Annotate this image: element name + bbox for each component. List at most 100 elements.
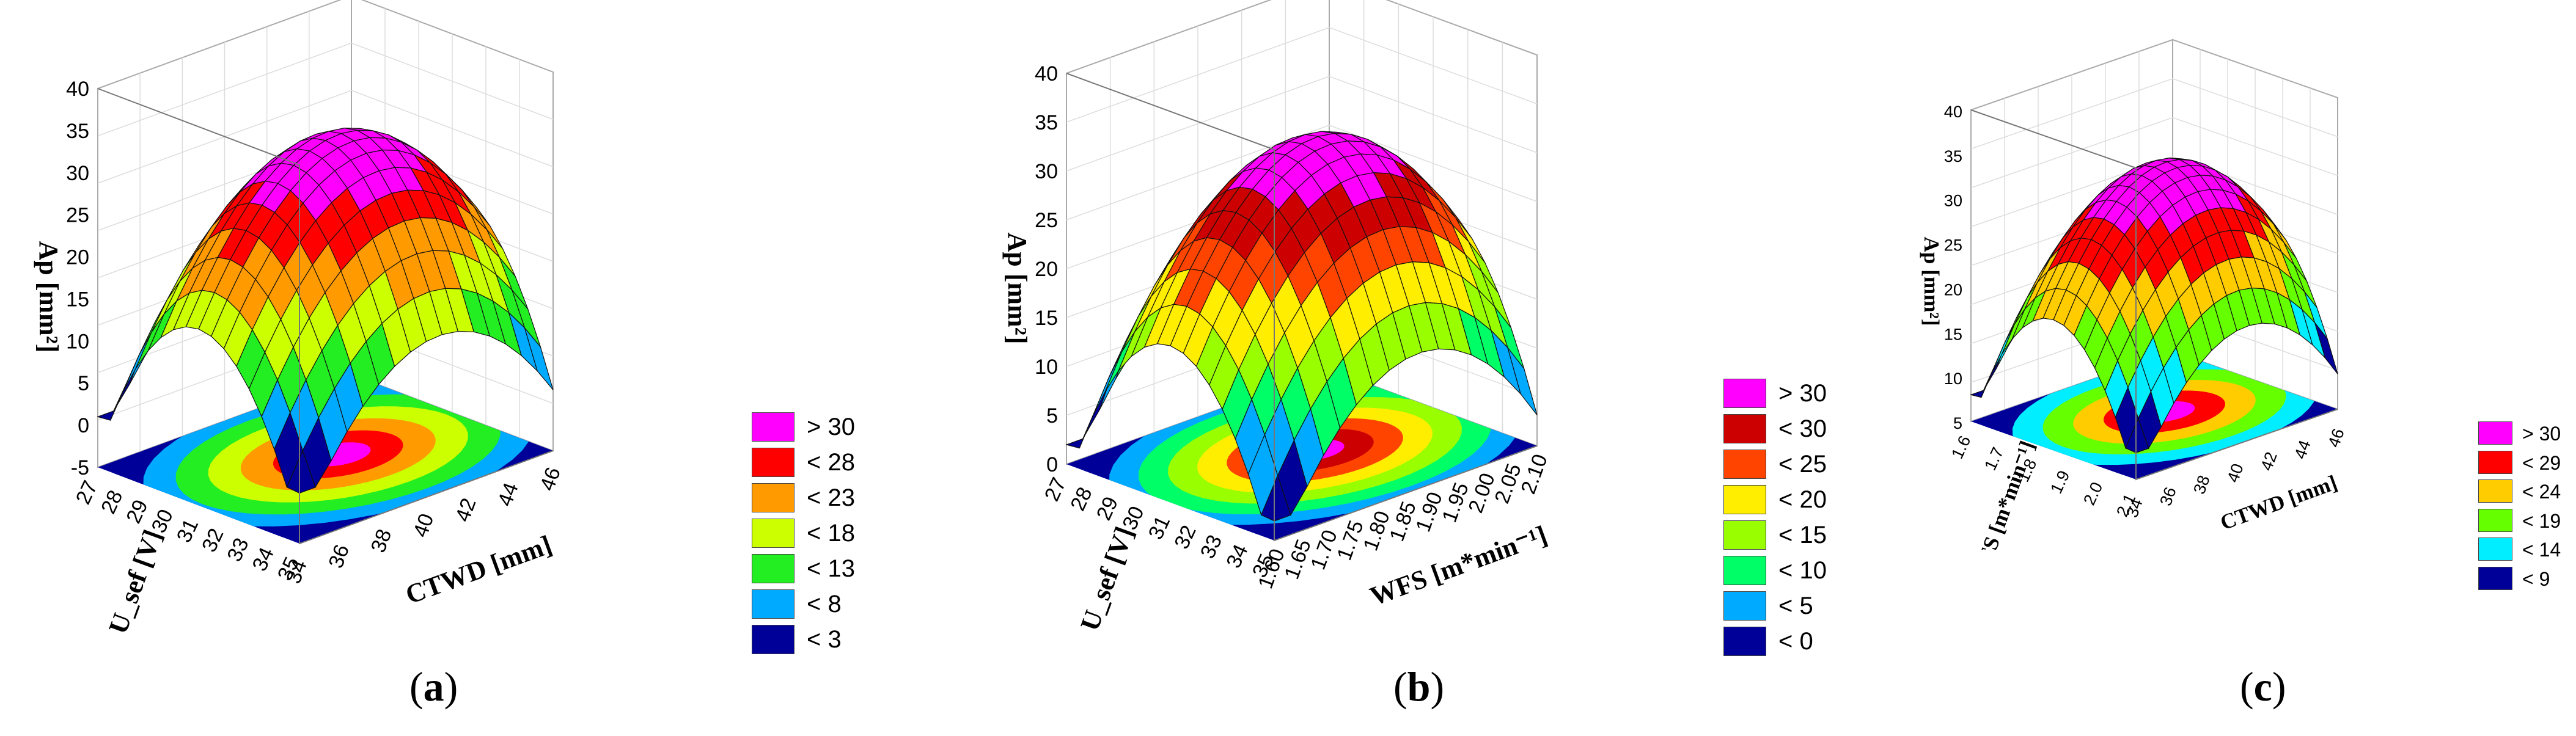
legend-label: > 30: [2522, 423, 2561, 445]
surface-cell: [2125, 417, 2149, 453]
legend-label: < 14: [2522, 539, 2561, 561]
surface-mesh: [1969, 158, 2338, 453]
z-tick-label: 40: [1035, 62, 1058, 86]
x-tick-label: 36: [2156, 484, 2179, 508]
z-axis-label: Ap [mm²]: [1920, 236, 1943, 326]
z-tick-label: 10: [1035, 355, 1058, 379]
z-axis-label: Ap [mm²]: [1002, 232, 1032, 344]
z-tick-label: 20: [66, 246, 89, 269]
z-tick-label: 30: [66, 162, 89, 185]
legend-label: < 8: [807, 591, 842, 618]
y-axis-label: U_sef [V]: [103, 526, 168, 638]
z-tick-label: 5: [78, 372, 89, 395]
legend-swatch: [2478, 566, 2512, 590]
x-tick-label: 2.10: [1516, 451, 1552, 497]
z-tick-label: -5: [71, 456, 89, 479]
box-edge: [1970, 109, 2338, 481]
legend-label: < 24: [2522, 481, 2561, 503]
y-tick-label: 34: [248, 544, 279, 575]
y-tick-label: 29: [122, 496, 152, 526]
legend-label: < 3: [807, 626, 842, 653]
z-tick-label: 10: [66, 330, 89, 353]
z-tick-label: 5: [1046, 404, 1058, 428]
z-tick-label: 25: [66, 204, 89, 227]
z-tick-label: 0: [78, 414, 89, 437]
y-axis-label: U_sef [V]: [1074, 523, 1140, 635]
legend-swatch: [2478, 537, 2512, 561]
legend-label: > 30: [1778, 380, 1827, 407]
box-edge: [1066, 73, 1538, 542]
caption-a: (a): [409, 663, 458, 710]
z-tick-label: 35: [1035, 111, 1058, 134]
z-tick-label: 5: [1953, 414, 1962, 432]
caption-b: (b): [1393, 663, 1445, 710]
z-tick-label: 25: [1035, 209, 1058, 232]
legend-swatch: [1723, 485, 1766, 514]
surface-plot-a: 4035302520151050-53436384042444627282930…: [34, 0, 565, 638]
legend-swatch: [752, 554, 794, 583]
z-tick-label: 30: [1944, 191, 1962, 210]
legend-swatch: [1723, 591, 1766, 621]
z-tick-label: 35: [1944, 147, 1962, 166]
y-tick-label: 2.0: [2079, 479, 2106, 508]
z-tick-label: 40: [66, 78, 89, 101]
z-tick-label: 25: [1944, 236, 1962, 255]
y-tick-label: 32: [197, 525, 228, 555]
x-tick-label: 36: [325, 542, 354, 572]
caption-c: (c): [2240, 663, 2286, 710]
z-tick-label: 0: [1046, 453, 1058, 476]
legend-swatch: [1723, 520, 1766, 550]
box-edge: [97, 88, 554, 545]
z-tick-label: 10: [1944, 369, 1962, 388]
legend-swatch: [2478, 450, 2512, 474]
y-tick-label: 1.7: [1980, 444, 2007, 473]
legend-swatch: [1723, 414, 1766, 443]
legend-swatch: [2478, 421, 2512, 445]
chart-panel-b: 40 35 30 25 20 15 10 5 0 1.60 1.65 1.70 1.75 1.80 1.85…: [966, 0, 1882, 736]
y-tick-label: 28: [97, 487, 127, 517]
legend-label: < 0: [1778, 628, 1813, 655]
legend-swatch: [1723, 627, 1766, 656]
legend-label: < 15: [1778, 522, 1827, 548]
legend-label: < 29: [2522, 451, 2561, 474]
x-tick-label: 44: [493, 479, 523, 509]
z-tick-label: 15: [1944, 324, 1962, 343]
legend-swatch: [1723, 450, 1766, 479]
y-tick-label: 1.6: [1947, 432, 1974, 461]
x-tick-label: 46: [535, 464, 565, 494]
legend-swatch: [1723, 379, 1766, 408]
legend-label: < 13: [807, 555, 855, 582]
x-axis-label: CTWD [mm]: [402, 530, 556, 610]
x-tick-label: 40: [409, 511, 439, 541]
legend-label: < 19: [2522, 509, 2561, 532]
legend-label: < 30: [1778, 415, 1827, 442]
y-tick-label: 27: [72, 477, 102, 508]
x-tick-label: 44: [2290, 437, 2314, 461]
legend-swatch: [1723, 556, 1766, 585]
surface-cell: [286, 450, 316, 494]
x-tick-label: 38: [367, 526, 397, 556]
surface-plot-b: 40353025201510501.601.651.701.751.801.85…: [1002, 0, 1552, 635]
z-tick-label: 15: [66, 288, 89, 311]
legend-label: < 20: [1778, 486, 1827, 513]
x-tick-label: 42: [2256, 450, 2280, 473]
z-tick-label: 20: [1944, 280, 1962, 299]
z-tick-label: 20: [1035, 258, 1058, 281]
y-tick-label: 33: [222, 534, 253, 565]
y-tick-label: 28: [1066, 484, 1096, 514]
x-tick-label: 46: [2324, 426, 2347, 450]
legend-label: < 10: [1778, 557, 1827, 584]
y-tick-label: 1.9: [2046, 467, 2073, 496]
y-tick-label: 31: [172, 516, 203, 546]
legend-swatch: [752, 625, 794, 654]
z-tick-label: 35: [66, 120, 89, 143]
x-tick-label: 38: [2189, 473, 2213, 497]
surface-mesh: [1065, 131, 1538, 522]
surface-cell: [1260, 474, 1291, 522]
legend-swatch: [2478, 479, 2512, 503]
legend-label: < 5: [1778, 592, 1813, 619]
z-tick-label: 15: [1035, 307, 1058, 330]
x-tick-label: 42: [451, 495, 481, 525]
legend-swatch: [752, 589, 794, 619]
y-tick-label: 27: [1040, 474, 1071, 505]
